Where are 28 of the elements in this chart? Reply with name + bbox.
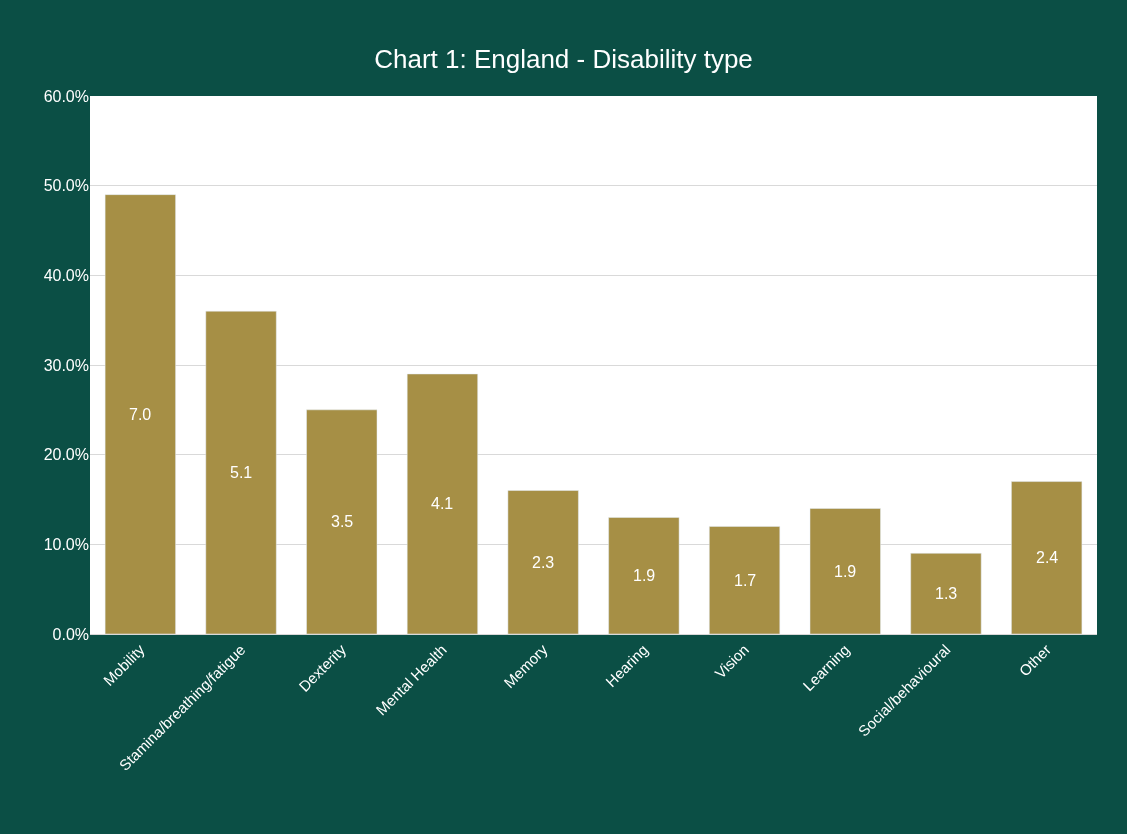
bar bbox=[205, 310, 277, 634]
bar bbox=[1011, 481, 1083, 634]
y-tick-label: 60.0% bbox=[43, 87, 89, 105]
annotation: 7.0 bbox=[129, 406, 152, 423]
y-tick-label: 50.0% bbox=[43, 177, 89, 195]
annotation: 2.3 bbox=[532, 554, 555, 571]
annotation: 5.1 bbox=[230, 464, 253, 481]
annotation: 1.3 bbox=[935, 585, 958, 602]
annotation: 4.1 bbox=[431, 495, 454, 512]
bar bbox=[709, 526, 781, 634]
bar bbox=[809, 508, 881, 634]
y-tick-label: 20.0% bbox=[43, 446, 89, 464]
bar bbox=[406, 373, 478, 634]
bar bbox=[507, 490, 579, 634]
annotation: 1.9 bbox=[633, 567, 656, 584]
annotation: 2.4 bbox=[1036, 549, 1059, 566]
bar bbox=[910, 553, 982, 634]
bar bbox=[608, 517, 680, 634]
bar bbox=[104, 194, 176, 634]
y-tick-label: 30.0% bbox=[43, 356, 89, 374]
y-tick-label: 0.0% bbox=[52, 625, 89, 643]
y-tick-label: 40.0% bbox=[43, 266, 89, 284]
chart-title: Chart 1: England - Disability type bbox=[374, 44, 753, 75]
y-tick-label: 10.0% bbox=[43, 535, 89, 553]
annotation: 3.5 bbox=[331, 513, 354, 530]
annotation: 1.7 bbox=[734, 572, 757, 589]
bar bbox=[306, 409, 378, 634]
annotation: 1.9 bbox=[834, 563, 857, 580]
